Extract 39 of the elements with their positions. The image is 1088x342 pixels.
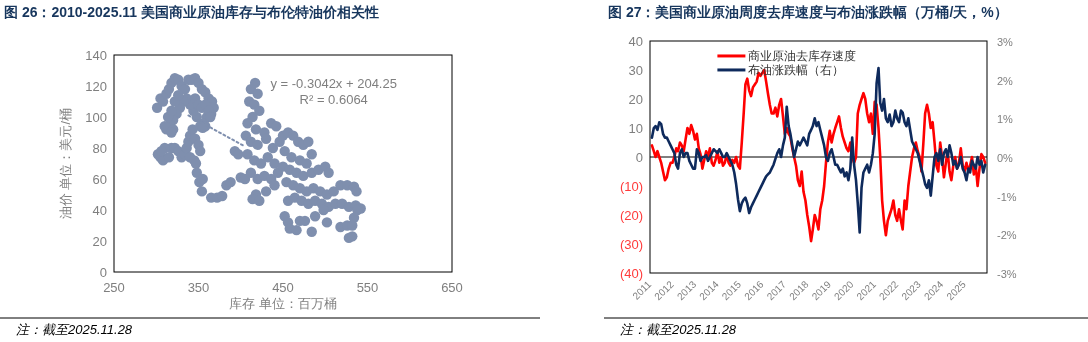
legend-label: 商业原油去库存速度: [748, 49, 857, 64]
annotation: y = -0.3042x + 204.25: [270, 76, 397, 91]
legend-label: 布油涨跌幅（右）: [748, 63, 845, 78]
y-tick-label: 60: [92, 172, 107, 187]
y-tick-label: 20: [92, 234, 107, 249]
y-tick-label: 40: [92, 203, 107, 218]
y2-tick-label: 0%: [997, 152, 1014, 164]
annotation: R² = 0.6064: [299, 92, 368, 107]
y-axis-title: 油价 单位：美元/桶: [58, 107, 73, 220]
x-axis-title: 库存 单位：百万桶: [229, 296, 337, 311]
x-tick-label: 550: [356, 280, 379, 295]
y-tick-label: 0: [635, 150, 643, 165]
x-tick-label: 450: [272, 280, 294, 295]
y-tick-label: 20: [628, 92, 643, 107]
y-tick-label: 80: [92, 141, 107, 156]
x-tick-label: 250: [103, 280, 125, 295]
y-tick-label: (20): [619, 208, 643, 223]
y-tick-label: (30): [619, 237, 643, 252]
chart-title: 图 26：2010-2025.11 美国商业原油库存与布伦特油价相关性: [4, 4, 379, 20]
y-tick-label: 0: [99, 265, 107, 280]
x-tick-label: 350: [187, 280, 210, 295]
text: 注：截至2025.11.28: [620, 322, 737, 337]
x-tick-label: 650: [441, 280, 463, 295]
y2-tick-label: -3%: [997, 268, 1017, 280]
y-tick-label: 30: [628, 63, 643, 78]
y2-tick-label: 1%: [997, 113, 1014, 126]
chart-title: 图 27：美国商业原油周度去库速度与布油涨跌幅（万桶/天，%）: [608, 4, 1008, 20]
y2-tick-label: 3%: [997, 36, 1014, 48]
y2-tick-label: -1%: [997, 190, 1017, 203]
text: 注：截至2025.11.28: [16, 322, 133, 337]
y2-tick-label: -2%: [997, 229, 1017, 242]
y2-tick-label: 2%: [997, 74, 1014, 87]
y-tick-label: 10: [628, 121, 643, 136]
y-tick-label: 100: [85, 110, 107, 125]
y-tick-label: (40): [619, 266, 643, 281]
y-tick-label: 40: [628, 34, 643, 49]
y-tick-label: (10): [619, 179, 643, 194]
y-tick-label: 120: [85, 79, 107, 94]
y-tick-label: 140: [85, 48, 107, 63]
